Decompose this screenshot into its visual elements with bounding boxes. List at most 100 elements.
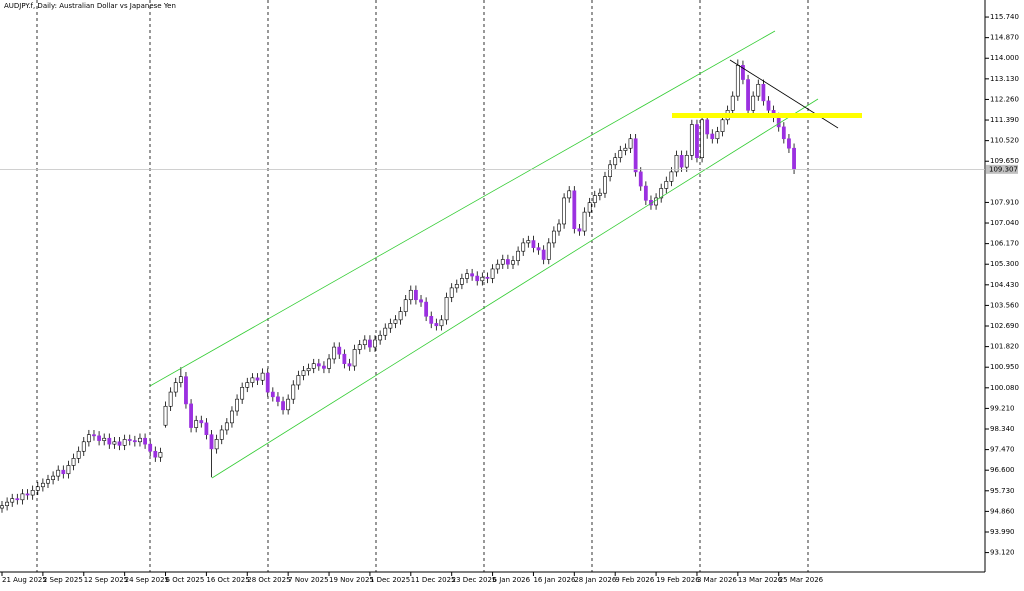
candle-body	[787, 138, 791, 149]
candle-body	[557, 223, 561, 232]
x-tick-label: 2 Sep 2025	[43, 576, 83, 584]
candle-body	[424, 301, 429, 317]
candle-body	[163, 405, 168, 426]
candle-body	[664, 181, 669, 189]
x-tick-label: 1 Dec 2025	[370, 576, 410, 584]
candle-body	[776, 117, 781, 128]
candle-body	[373, 339, 377, 348]
candle-body	[500, 259, 505, 265]
candle-body	[465, 273, 469, 279]
candle-body	[235, 398, 239, 412]
candle-body	[224, 422, 229, 431]
candle-body	[710, 133, 715, 140]
candle-body	[306, 368, 311, 372]
y-tick-label: 98.340	[990, 425, 1015, 433]
y-tick-label: 106.170	[990, 240, 1019, 248]
candle-body	[618, 150, 623, 158]
candle-body	[332, 346, 337, 360]
candle-body	[46, 479, 50, 484]
candle-body	[541, 249, 546, 260]
candle-body	[25, 493, 30, 496]
candle-body	[403, 299, 408, 312]
candle-body	[746, 79, 750, 111]
candle-body	[194, 420, 199, 428]
candle-body	[138, 437, 142, 443]
candle-body	[695, 124, 699, 158]
candle-body	[102, 437, 107, 441]
candle-body	[592, 195, 597, 203]
candle-body	[429, 316, 434, 324]
candle-body	[0, 505, 4, 509]
candle-body	[608, 164, 612, 177]
candle-body	[623, 147, 628, 151]
candle-body	[511, 260, 515, 265]
candle-body	[393, 319, 398, 324]
candle-body	[572, 190, 577, 230]
y-tick-label: 103.560	[990, 301, 1019, 309]
candle-body	[153, 450, 158, 458]
candle-body	[756, 83, 761, 97]
candle-body	[669, 171, 674, 182]
candle-body	[15, 498, 20, 501]
candle-body	[398, 311, 403, 321]
candle-body	[86, 434, 91, 443]
candle-body	[281, 401, 285, 411]
candle-body	[792, 147, 796, 170]
candle-body	[633, 138, 638, 173]
x-tick-label: 12 Sep 2025	[84, 576, 128, 584]
candle-body	[148, 443, 153, 452]
candle-body	[158, 452, 163, 458]
x-tick-label: 11 Dec 2025	[411, 576, 456, 584]
candle-body	[92, 434, 96, 437]
candle-body	[705, 119, 710, 135]
candle-body	[35, 486, 40, 491]
y-tick-label: 100.080	[990, 384, 1019, 392]
candle-body	[291, 384, 296, 400]
candle-body	[490, 268, 495, 279]
x-tick-label: 23 Dec 2025	[452, 576, 497, 584]
candle-body	[485, 276, 490, 279]
candle-body	[30, 490, 35, 496]
y-tick-label: 105.300	[990, 260, 1019, 268]
x-tick-label: 3 Mar 2026	[697, 576, 737, 584]
candle-body	[761, 83, 766, 102]
last-price-box	[986, 164, 1018, 174]
y-tick-label: 109.650	[990, 157, 1019, 165]
candle-body	[562, 197, 567, 225]
x-tick-label: 13 Mar 2026	[738, 576, 783, 584]
candle-body	[475, 275, 480, 282]
y-tick-label: 107.040	[990, 219, 1019, 227]
chart-title: AUDJPY.f, Daily: Australian Dollar vs Ja…	[4, 2, 176, 10]
candle-body	[582, 211, 587, 232]
candle-body	[189, 403, 193, 428]
x-tick-label: 16 Oct 2025	[206, 576, 249, 584]
candle-body	[459, 278, 464, 285]
candle-body	[470, 273, 475, 277]
y-tick-label: 97.470	[990, 446, 1015, 454]
candles	[0, 59, 796, 513]
candle-body	[587, 202, 592, 213]
candle-body	[184, 376, 188, 405]
candle-body	[414, 289, 418, 301]
x-tick-label: 6 Oct 2025	[166, 576, 205, 584]
candle-body	[700, 119, 704, 158]
candle-body	[97, 435, 101, 441]
channel-lower	[211, 98, 819, 479]
x-tick-label: 7 Nov 2025	[288, 576, 328, 584]
x-tick-label: 25 Mar 2026	[779, 576, 824, 584]
candle-body	[715, 131, 720, 140]
x-tick-label: 28 Jan 2026	[574, 576, 617, 584]
y-tick-label: 114.000	[990, 54, 1019, 62]
candle-body	[209, 434, 214, 450]
candle-body	[378, 334, 383, 341]
candle-body	[40, 482, 45, 488]
candle-body	[439, 319, 444, 327]
candle-body	[766, 100, 771, 111]
candle-body	[296, 375, 301, 386]
candle-body	[368, 339, 372, 348]
candle-body	[178, 376, 183, 383]
candle-body	[301, 370, 306, 376]
y-tick-label: 93.990	[990, 528, 1015, 536]
candle-body	[357, 344, 362, 350]
